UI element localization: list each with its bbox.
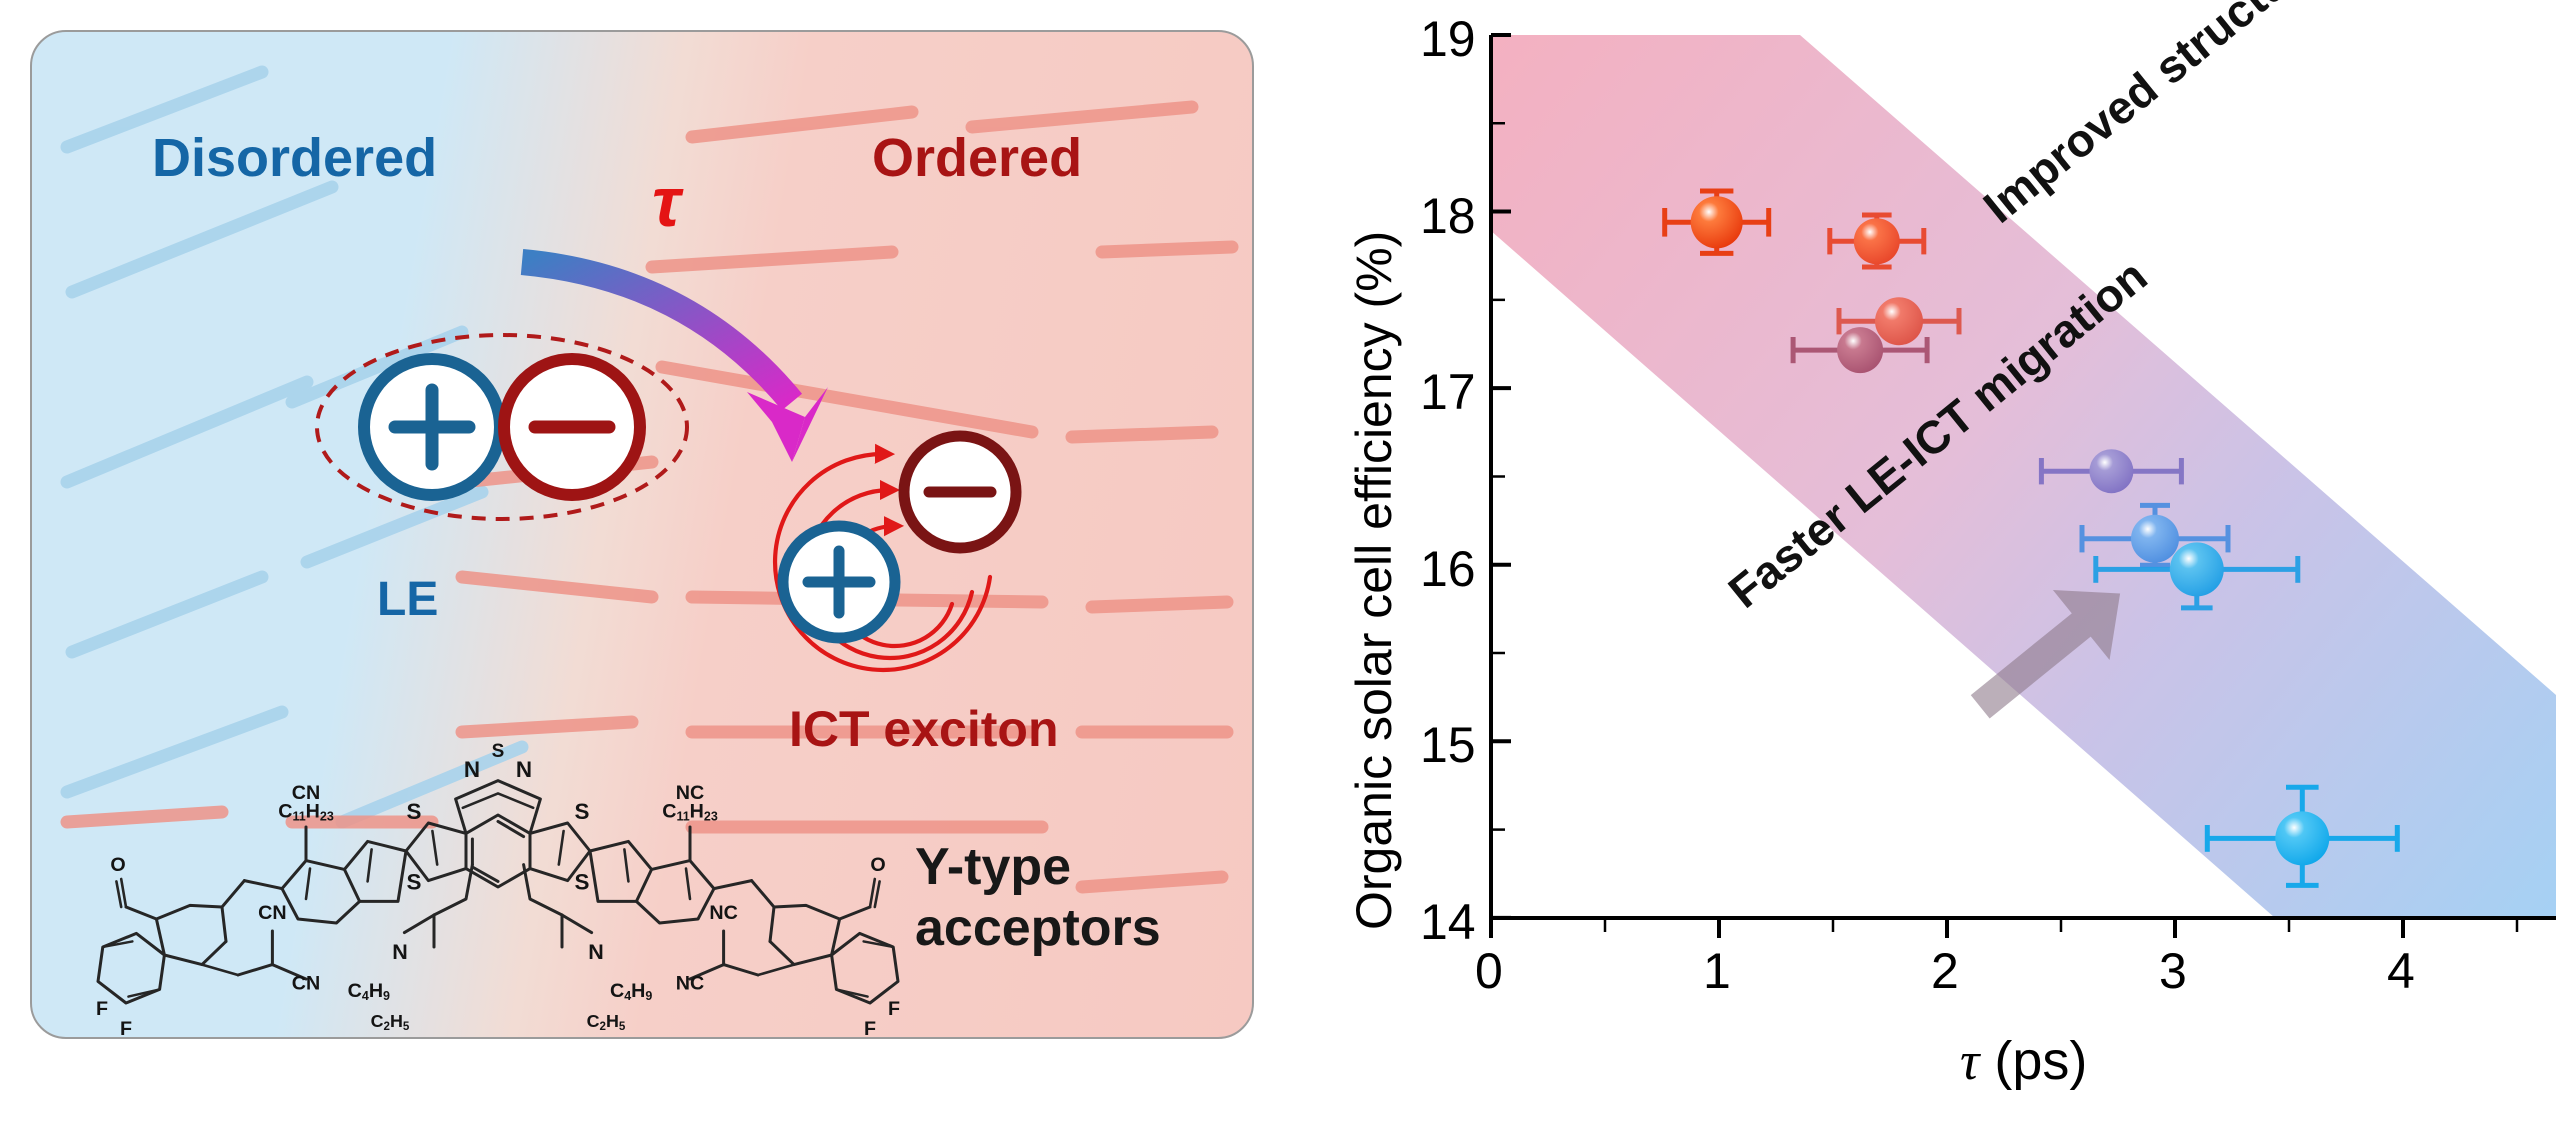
svg-text:Improved structural uniformity: Improved structural uniformity xyxy=(1974,0,2527,233)
